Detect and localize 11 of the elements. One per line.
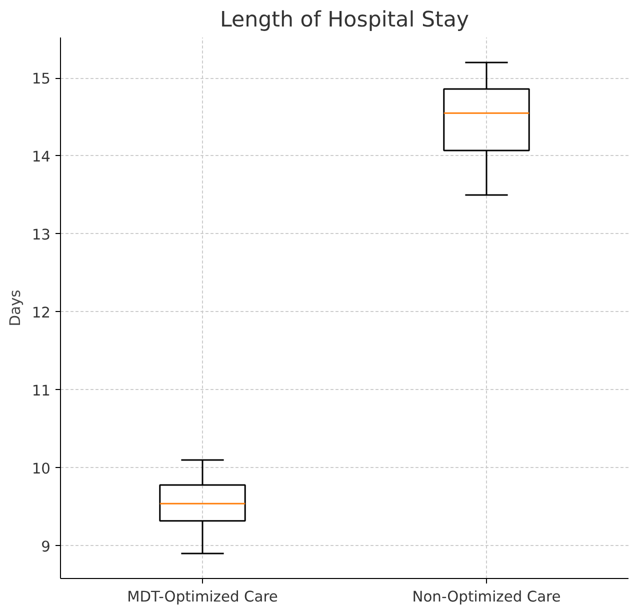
y-tick-label: 13 bbox=[32, 226, 51, 244]
x-tick-label: MDT-Optimized Care bbox=[127, 588, 278, 606]
y-tick-label: 10 bbox=[32, 460, 51, 478]
y-tick-label: 11 bbox=[32, 382, 51, 400]
y-tick-label: 14 bbox=[32, 148, 51, 166]
chart-title: Length of Hospital Stay bbox=[220, 8, 470, 32]
y-tick-label: 9 bbox=[41, 538, 51, 556]
y-axis-title: Days bbox=[6, 290, 24, 326]
y-tick-label: 12 bbox=[32, 304, 51, 322]
x-tick-label: Non-Optimized Care bbox=[412, 588, 561, 606]
y-tick-label: 15 bbox=[32, 70, 51, 88]
